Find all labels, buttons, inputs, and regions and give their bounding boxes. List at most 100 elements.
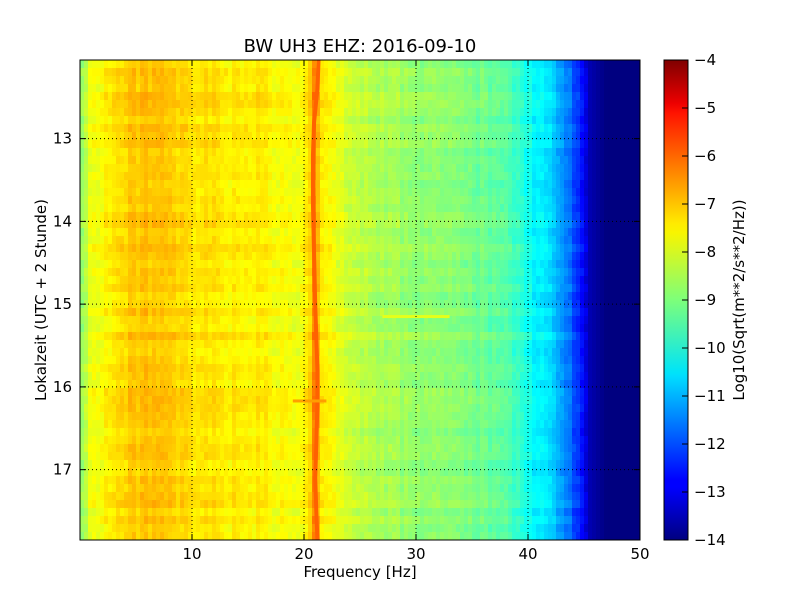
- heatmap-cell: [188, 220, 193, 229]
- heatmap-cell: [144, 476, 149, 485]
- heatmap-cell: [164, 452, 169, 461]
- heatmap-cell: [396, 308, 401, 317]
- heatmap-cell: [292, 172, 297, 181]
- heatmap-cell: [196, 404, 201, 413]
- heatmap-cell: [176, 284, 181, 293]
- heatmap-cell: [256, 252, 261, 261]
- heatmap-cell: [336, 116, 341, 125]
- heatmap-cell: [80, 116, 85, 125]
- heatmap-cell: [380, 116, 385, 125]
- heatmap-cell: [140, 356, 145, 365]
- heatmap-cell: [236, 100, 241, 109]
- heatmap-cell: [132, 180, 137, 189]
- heatmap-cell: [232, 180, 237, 189]
- heatmap-cell: [176, 524, 181, 533]
- heatmap-cell: [328, 420, 333, 429]
- heatmap-cell: [152, 172, 157, 181]
- heatmap-cell: [372, 196, 377, 205]
- heatmap-cell: [156, 380, 161, 389]
- heatmap-cell: [368, 140, 373, 149]
- heatmap-cell: [360, 148, 365, 157]
- heatmap-cell: [272, 140, 277, 149]
- heatmap-cell: [400, 308, 405, 317]
- heatmap-cell: [176, 444, 181, 453]
- heatmap-cell: [92, 300, 97, 309]
- heatmap-cell: [124, 236, 129, 245]
- heatmap-cell: [216, 116, 221, 125]
- heatmap-cell: [264, 372, 269, 381]
- heatmap-cell: [224, 500, 229, 509]
- heatmap-cell: [104, 428, 109, 437]
- heatmap-cell: [296, 428, 301, 437]
- heatmap-cell: [240, 260, 245, 269]
- heatmap-cell: [104, 188, 109, 197]
- heatmap-cell: [400, 428, 405, 437]
- heatmap-cell: [84, 324, 89, 333]
- heatmap-cell: [124, 244, 129, 253]
- heatmap-cell: [148, 508, 153, 517]
- heatmap-cell: [236, 244, 241, 253]
- heatmap-cell: [140, 372, 145, 381]
- heatmap-cell: [264, 356, 269, 365]
- heatmap-cell: [188, 268, 193, 277]
- heatmap-cell: [308, 276, 313, 285]
- heatmap-cell: [248, 484, 253, 493]
- heatmap-cell: [200, 508, 205, 517]
- heatmap-cell: [332, 116, 337, 125]
- heatmap-cell: [248, 420, 253, 429]
- heatmap-cell: [104, 132, 109, 141]
- heatmap-cell: [332, 300, 337, 309]
- heatmap-cell: [396, 148, 401, 157]
- heatmap-cell: [396, 180, 401, 189]
- heatmap-cell: [144, 76, 149, 85]
- heatmap-cell: [116, 412, 121, 421]
- heatmap-cell: [324, 380, 329, 389]
- heatmap-cell: [360, 92, 365, 101]
- heatmap-cell: [384, 516, 389, 525]
- heatmap-cell: [244, 68, 249, 77]
- heatmap-cell: [180, 436, 185, 445]
- heatmap-cell: [292, 476, 297, 485]
- heatmap-cell: [124, 228, 129, 237]
- heatmap-cell: [236, 252, 241, 261]
- heatmap-cell: [256, 412, 261, 421]
- heatmap-cell: [260, 324, 265, 333]
- heatmap-cell: [328, 468, 333, 477]
- heatmap-cell: [304, 188, 309, 197]
- heatmap-cell: [200, 348, 205, 357]
- heatmap-cell: [144, 396, 149, 405]
- heatmap-cell: [124, 68, 129, 77]
- heatmap-cell: [300, 356, 305, 365]
- heatmap-cell: [356, 372, 361, 381]
- heatmap-cell: [196, 236, 201, 245]
- heatmap-cell: [196, 364, 201, 373]
- heatmap-cell: [204, 532, 209, 541]
- heatmap-cell: [104, 260, 109, 269]
- heatmap-cell: [288, 380, 293, 389]
- heatmap-cell: [192, 476, 197, 485]
- heatmap-cell: [316, 180, 321, 189]
- heatmap-cell: [300, 188, 305, 197]
- heatmap-cell: [308, 132, 313, 141]
- heatmap-cell: [388, 292, 393, 301]
- heatmap-cell: [136, 124, 141, 133]
- heatmap-cell: [152, 476, 157, 485]
- heatmap-cell: [100, 340, 105, 349]
- heatmap-cell: [164, 268, 169, 277]
- heatmap-cell: [208, 260, 213, 269]
- heatmap-cell: [96, 220, 101, 229]
- heatmap-cell: [164, 156, 169, 165]
- heatmap-cell: [200, 532, 205, 541]
- heatmap-cell: [220, 244, 225, 253]
- heatmap-cell: [332, 428, 337, 437]
- heatmap-cell: [280, 420, 285, 429]
- heatmap-cell: [96, 340, 101, 349]
- heatmap-cell: [164, 388, 169, 397]
- heatmap-cell: [144, 236, 149, 245]
- heatmap-cell: [264, 108, 269, 117]
- heatmap-cell: [304, 356, 309, 365]
- heatmap-cell: [288, 452, 293, 461]
- heatmap-cell: [88, 412, 93, 421]
- heatmap-cell: [92, 420, 97, 429]
- heatmap-cell: [364, 132, 369, 141]
